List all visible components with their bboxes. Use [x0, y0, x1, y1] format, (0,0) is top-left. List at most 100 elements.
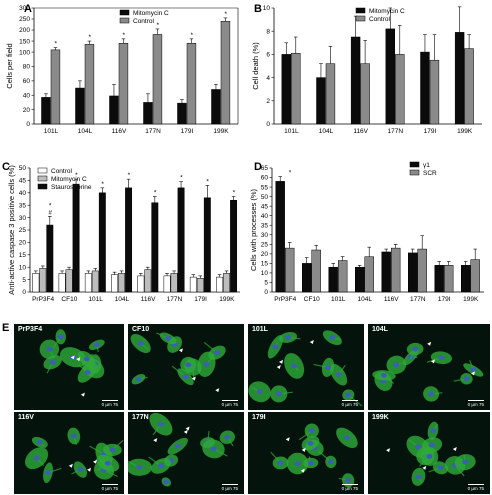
- scale-bar-line: [221, 400, 238, 401]
- chart-c-legend-swatch-1: [37, 175, 48, 182]
- chart-a-ytick-label-8: 250: [19, 16, 30, 23]
- chart-a-ytick-label-1: 20: [23, 107, 31, 114]
- chart-b-category-label-1: 104L: [319, 128, 334, 135]
- chart-d-ytick-label-13: 65: [261, 165, 269, 172]
- nucleus: [163, 479, 170, 485]
- chart-c-category-label-0: PrP3F4: [32, 296, 54, 303]
- chart-b-category-label-3: 177N: [388, 128, 404, 135]
- micrograph-panel: E PrP3F4 0 µm 75 CF10 0 µm 75 101L 0 µm 75 104…: [0, 322, 492, 495]
- chart-d-bar-0-1: [302, 263, 312, 293]
- scale-bar-0: 0 µm 75: [101, 400, 118, 407]
- micrograph-label-5: 177N: [132, 414, 149, 421]
- chart-a-bar-1-3: [152, 34, 163, 125]
- chart-c-bar-1-7: [223, 273, 231, 293]
- nucleus: [203, 361, 210, 367]
- arrowhead-icon: [285, 437, 290, 442]
- arrowhead-icon: [87, 467, 92, 472]
- micrograph-6: 179I 0 µm 75: [248, 412, 364, 494]
- nucleus: [49, 359, 56, 365]
- scale-bar-6: 0 µm 75: [341, 484, 358, 491]
- nucleus: [224, 434, 231, 440]
- nucleus: [36, 439, 43, 445]
- chart-c-category-label-7: 199K: [219, 296, 235, 303]
- chart-b-legend-swatch-0: [355, 7, 366, 14]
- chart-b-legend-swatch-1: [355, 15, 366, 22]
- nucleus: [325, 364, 332, 370]
- chart-d-annotation-0-0: *: [289, 170, 292, 177]
- chart-b-bar-0-1: [316, 77, 326, 125]
- chart-d-ytick-label-9: 45: [261, 203, 269, 210]
- micrograph-4: 116V 0 µm 75: [14, 412, 124, 494]
- chart-b-bar-1-5: [464, 48, 474, 125]
- chart-a-ylabel: Cells per field: [5, 43, 14, 88]
- scale-bar-text: 0 µm 75: [341, 486, 358, 491]
- chart-d-ytick-label-10: 50: [261, 194, 269, 201]
- chart-b-panel-label: B: [254, 3, 262, 15]
- nucleus: [428, 391, 435, 397]
- micrograph-label-4: 116V: [18, 414, 34, 421]
- chart-c-bar-1-6: [196, 278, 204, 293]
- chart-c-bar-0-5: [163, 275, 171, 293]
- chart-d-legend-label-0: γ1: [423, 162, 430, 169]
- chart-c-ytick-label-4: 20: [19, 240, 27, 247]
- chart-c-legend-label-0: Control: [51, 168, 73, 175]
- chart-c-bar-1-4: [144, 269, 152, 293]
- chart-a-bar-0-5: [211, 89, 221, 125]
- chart-c-category-label-2: 101L: [88, 296, 103, 303]
- chart-a-annotation-3-0: *: [156, 22, 159, 29]
- nucleus: [308, 428, 315, 434]
- chart-c-category-label-1: CF10: [61, 296, 77, 303]
- chart-d-bar-0-6: [434, 265, 444, 293]
- chart-d-ytick-label-4: 20: [261, 251, 269, 258]
- chart-c-category-label-4: 116V: [141, 296, 156, 303]
- nucleus: [429, 442, 436, 448]
- nucleus: [109, 447, 116, 453]
- chart-b: B 0 2 4 6 8 10 Cell death (%) 101L 104L 116V 177N 17…: [251, 3, 482, 135]
- chart-d-ytick-label-2: 10: [261, 270, 269, 277]
- chart-d-panel-label: D: [254, 161, 262, 173]
- chart-a-category-label-0: 101L: [44, 128, 59, 135]
- nucleus: [275, 391, 282, 397]
- chart-c-annotation-0-0: *: [49, 202, 52, 209]
- chart-b-ytick-label-3: 6: [266, 52, 270, 59]
- arrowhead-icon: [452, 447, 457, 452]
- scale-bar-text: 0 µm 75: [467, 486, 484, 491]
- chart-d-bar-1-2: [338, 260, 348, 293]
- nucleus: [291, 363, 298, 369]
- chart-d-ylabel: Cells with processes (%): [249, 188, 258, 271]
- chart-a-ytick-label-6: 150: [19, 38, 30, 45]
- scale-bar-text: 0 µm 75: [341, 402, 358, 407]
- nucleus: [285, 335, 292, 340]
- chart-b-legend-label-1: Control: [369, 16, 391, 23]
- arrowhead-icon: [80, 392, 85, 397]
- micrograph-label-1: CF10: [132, 326, 150, 333]
- chart-c-ytick-label-5: 25: [19, 227, 27, 234]
- nucleus: [57, 334, 64, 340]
- chart-b-bar-0-2: [350, 36, 361, 125]
- chart-d-bar-0-5: [408, 252, 418, 293]
- chart-d-bar-0-0: [275, 181, 285, 293]
- chart-c-bar-2-1: [72, 183, 80, 293]
- arrowhead-icon: [153, 438, 158, 443]
- chart-c-annotation-6-0: *: [206, 178, 209, 185]
- chart-d-category-label-3: 104L: [358, 296, 373, 303]
- nucleus: [70, 433, 77, 439]
- micrograph-7: 199K 0 µm 75: [368, 412, 490, 494]
- chart-b-bar-0-3: [385, 28, 395, 125]
- arrowhead-icon: [309, 339, 314, 344]
- nucleus: [136, 464, 143, 470]
- nucleus: [381, 372, 388, 378]
- chart-d-bar-1-4: [391, 247, 401, 293]
- chart-d-bar-1-6: [444, 265, 454, 293]
- nucleus: [83, 356, 90, 362]
- chart-d-bar-1-0: [285, 247, 295, 293]
- scale-bar-line: [341, 484, 358, 485]
- scale-bar-5: 0 µm 75: [221, 484, 238, 491]
- chart-d-bar-1-5: [417, 248, 427, 293]
- arrowhead-icon: [430, 359, 435, 364]
- scale-bar-2: 0 µm 75: [341, 400, 358, 407]
- arrowhead-icon: [215, 388, 220, 393]
- nucleus: [104, 460, 111, 466]
- chart-d: D 0 5 10 15 20 25 30 35 40 45 50 55 60 65 Cells with pr…: [249, 161, 484, 303]
- arrowhead-icon: [70, 355, 75, 360]
